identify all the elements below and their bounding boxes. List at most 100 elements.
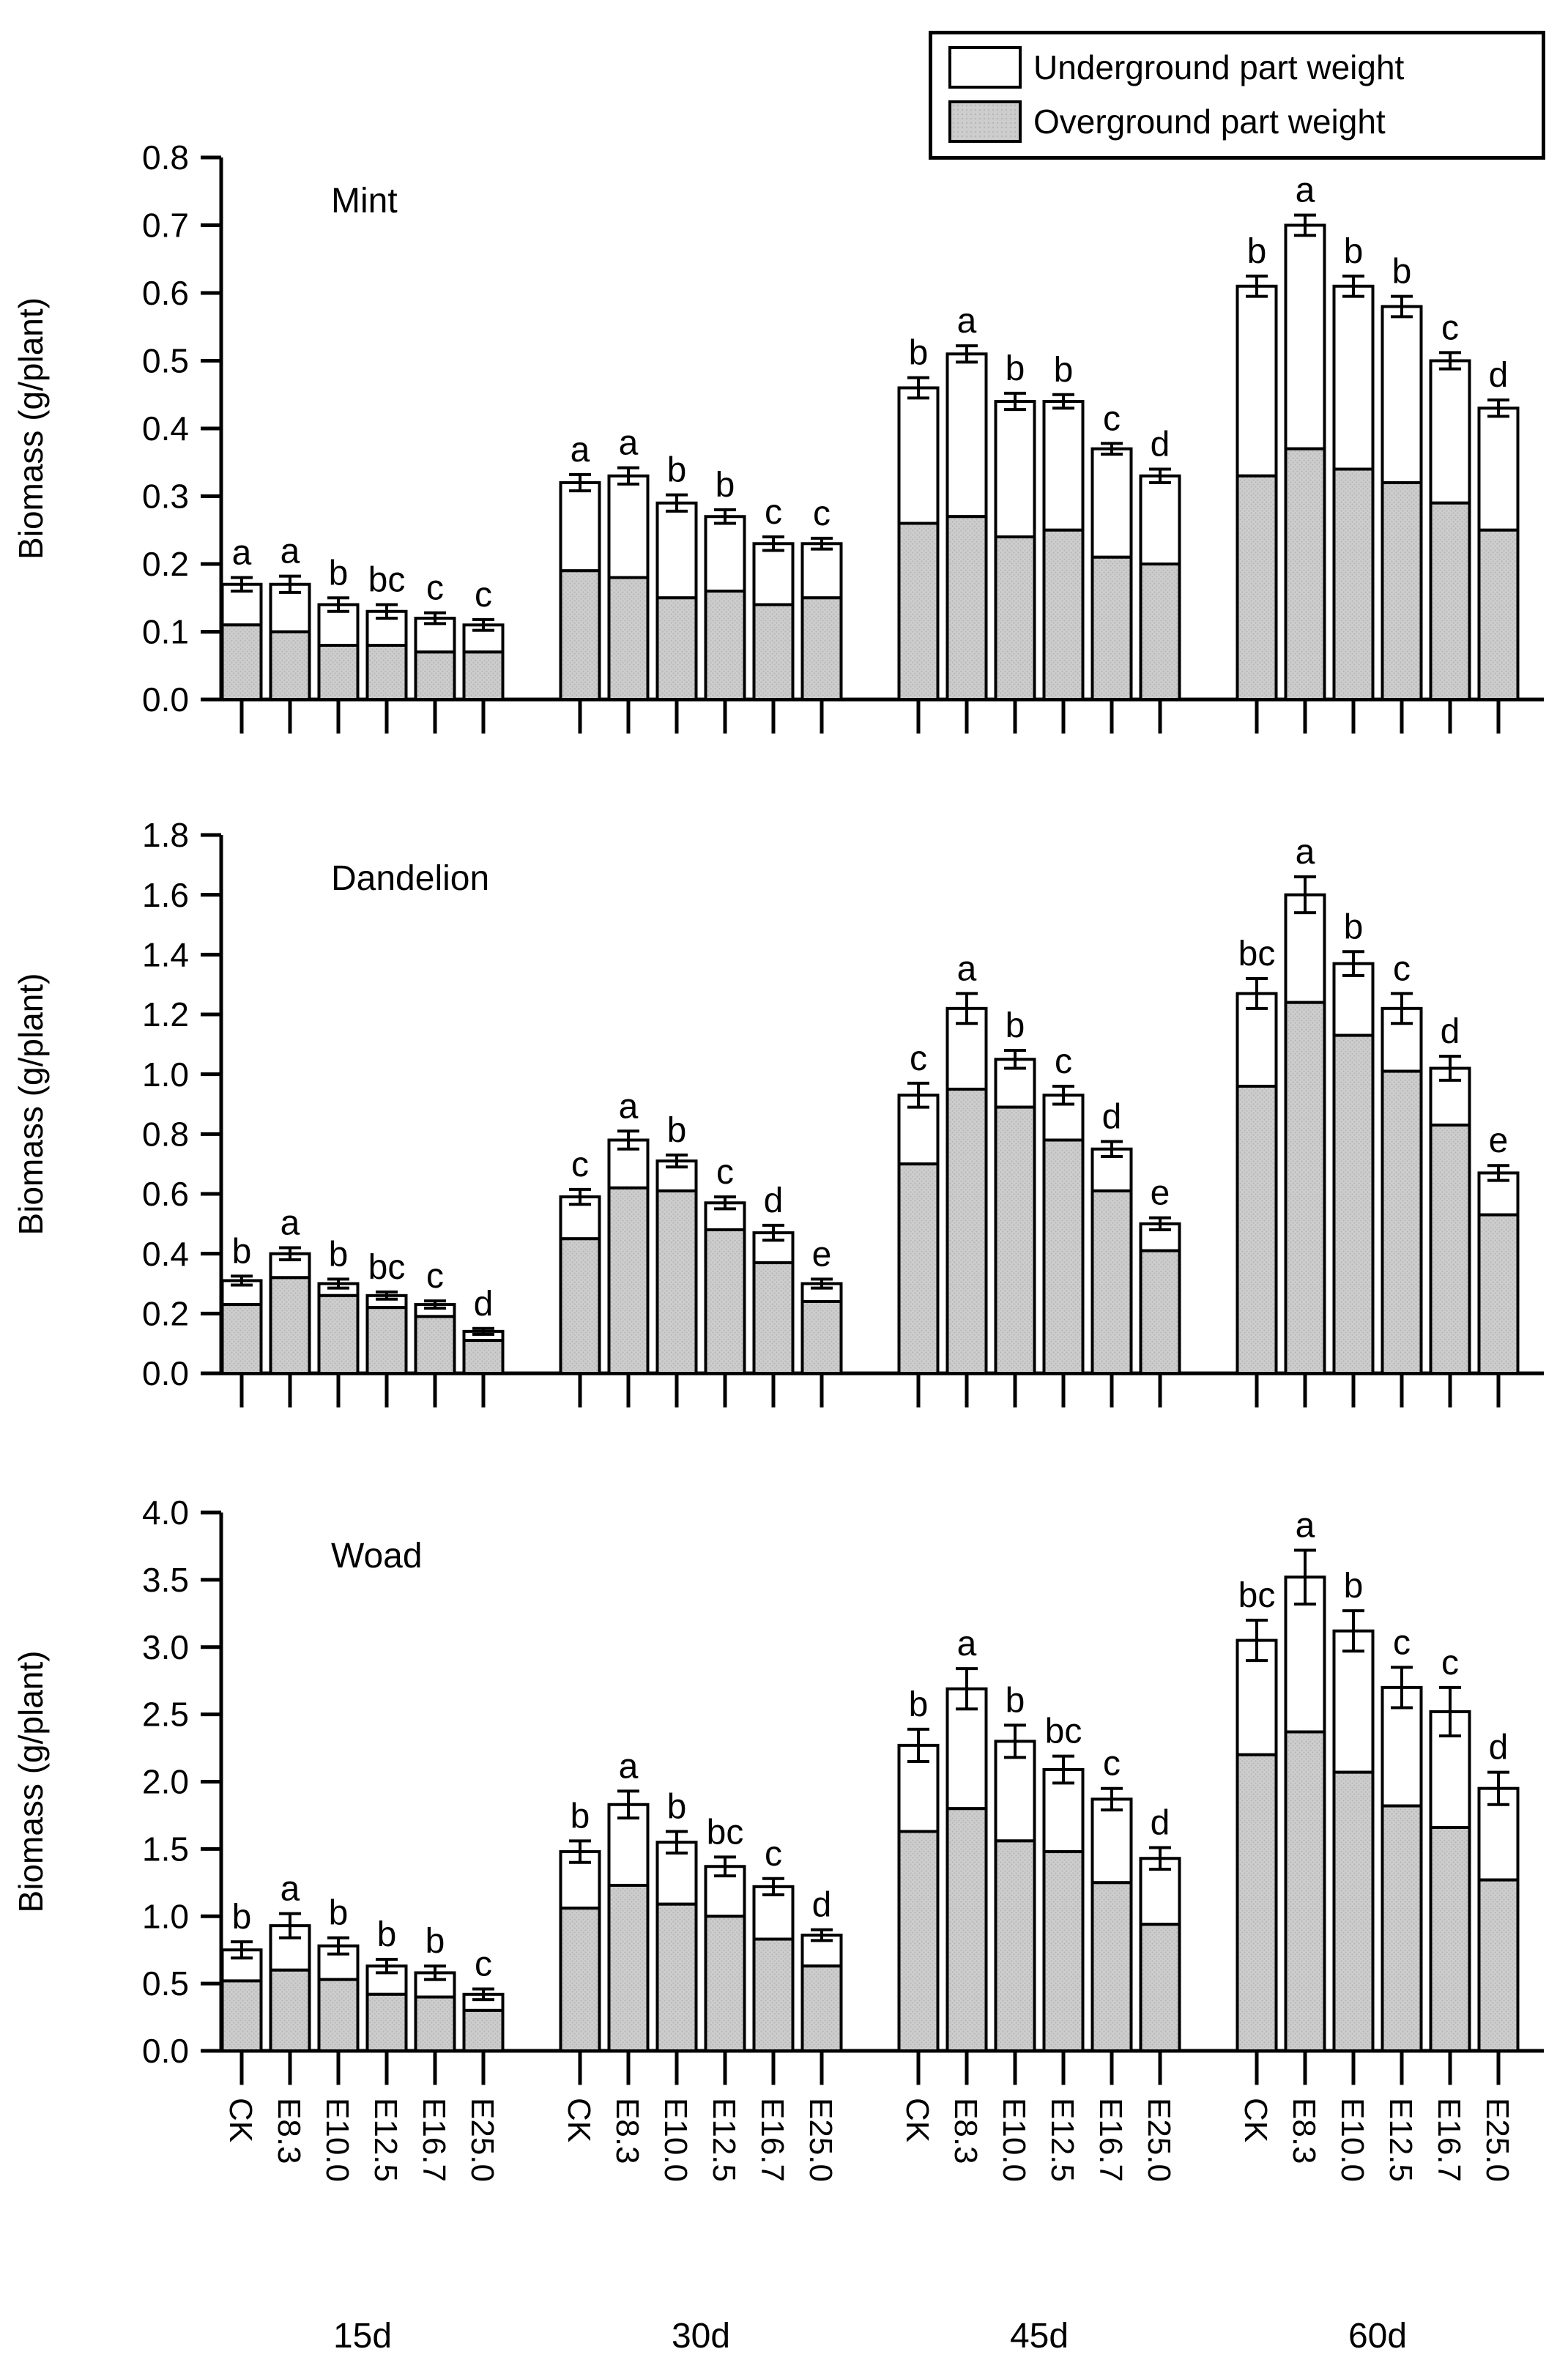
bar-underground-segment — [897, 386, 940, 525]
bar-overground-segment — [559, 1907, 601, 2053]
significance-letter: c — [571, 1146, 589, 1184]
y-tick-label: 3.5 — [142, 1561, 189, 1599]
bar-overground-segment — [655, 1902, 698, 2052]
group-label: 60d — [1348, 2317, 1407, 2356]
bar-overground-segment — [1236, 474, 1278, 701]
y-tick-label: 0.3 — [142, 478, 189, 516]
overground-swatch-icon — [948, 100, 1022, 143]
y-tick-label: 3.0 — [142, 1628, 189, 1666]
bar-overground-segment — [945, 1088, 988, 1376]
treatment-label: E25.0 — [1479, 2098, 1515, 2182]
y-tick-label: 1.8 — [142, 816, 189, 854]
underground-swatch-icon — [948, 46, 1022, 89]
y-tick-label: 0.5 — [142, 342, 189, 380]
significance-letter: b — [1344, 908, 1364, 946]
y-tick-label: 1.0 — [142, 1897, 189, 1935]
bar-overground-segment — [1042, 1138, 1085, 1375]
treatment-label: E8.3 — [271, 2098, 307, 2164]
panel-woad: 0.0 0.5 1.0 1.5 2.0 2.5 3.0 3.5 4.0 Woad Biomass (… — [12, 1493, 1544, 2356]
significance-letter: bc — [1238, 935, 1276, 973]
significance-letter: c — [1055, 1042, 1072, 1081]
significance-letter: d — [1102, 1098, 1122, 1137]
significance-letter: c — [1393, 949, 1411, 988]
bar-underground-segment — [655, 1159, 698, 1192]
significance-letter: e — [1151, 1174, 1170, 1213]
bar-overground-segment — [220, 1303, 263, 1376]
bar-overground-segment — [945, 1807, 988, 2052]
significance-letter: a — [280, 1870, 300, 1909]
significance-letter: bc — [368, 561, 406, 600]
bar-underground-segment — [1477, 407, 1520, 532]
significance-letter: bc — [1238, 1576, 1276, 1615]
significance-letter: a — [280, 532, 300, 571]
bar-underground-segment — [1090, 1797, 1133, 1885]
significance-letter: a — [957, 302, 977, 341]
significance-letter: b — [232, 1232, 252, 1271]
bar-overground-segment — [1477, 1878, 1520, 2052]
y-tick-label: 0.4 — [142, 409, 189, 448]
significance-letter: d — [1151, 426, 1170, 464]
significance-letter: b — [571, 1797, 590, 1836]
bar-overground-segment — [1381, 481, 1423, 701]
y-tick-label: 0.2 — [142, 545, 189, 583]
bar-underground-segment — [1236, 284, 1278, 478]
significance-letter: c — [1103, 1745, 1121, 1784]
significance-letter: bc — [368, 1248, 406, 1287]
bar-overground-segment — [365, 644, 408, 701]
bar-overground-segment — [1042, 1850, 1085, 2053]
significance-letter: d — [474, 1285, 494, 1324]
y-tick-label: 0.4 — [142, 1235, 189, 1273]
treatment-label: E25.0 — [803, 2098, 839, 2182]
significance-letter: d — [1151, 1804, 1170, 1843]
treatment-label: E25.0 — [1141, 2098, 1177, 2182]
y-tick-label: 1.2 — [142, 995, 189, 1033]
bar-overground-segment — [559, 569, 601, 701]
significance-letter: b — [426, 1922, 445, 1961]
bar-underground-segment — [752, 542, 795, 606]
treatment-label: E16.7 — [754, 2098, 790, 2182]
significance-letter: b — [667, 451, 687, 490]
significance-letter: a — [280, 1204, 300, 1243]
bar-overground-segment — [414, 1315, 456, 1375]
significance-letter: a — [619, 424, 639, 463]
significance-letter: e — [812, 1235, 832, 1274]
significance-letter: b — [1392, 253, 1412, 292]
significance-letter: a — [571, 431, 590, 469]
significance-letter: c — [426, 569, 444, 608]
bar-overground-segment — [1332, 467, 1375, 701]
y-tick-label: 0.0 — [142, 2032, 189, 2070]
bar-overground-segment — [1332, 1033, 1375, 1376]
treatment-label: E10.0 — [658, 2098, 694, 2182]
bar-underground-segment — [607, 474, 650, 579]
y-tick-label: 0.0 — [142, 1354, 189, 1392]
significance-letter: b — [232, 1898, 252, 1937]
treatment-label: CK — [561, 2098, 597, 2142]
significance-letter: b — [329, 554, 349, 593]
bar-underground-segment — [1139, 474, 1181, 565]
bar-overground-segment — [994, 1839, 1036, 2053]
bar-overground-segment — [365, 1992, 408, 2052]
significance-letter: c — [716, 1153, 734, 1192]
significance-letter: c — [1441, 1644, 1459, 1682]
legend-item-underground: Underground part weight — [932, 40, 1542, 94]
y-tick-label: 2.5 — [142, 1696, 189, 1734]
bar-underground-segment — [655, 501, 698, 600]
bar-underground-segment — [800, 542, 843, 600]
bar-overground-segment — [655, 1189, 698, 1375]
bar-overground-segment — [607, 1883, 650, 2053]
bar-overground-segment — [1139, 1249, 1181, 1376]
treatment-label: E8.3 — [948, 2098, 984, 2164]
treatment-label: E12.5 — [1383, 2098, 1419, 2182]
bar-overground-segment — [800, 1300, 843, 1375]
bar-overground-segment — [1090, 1189, 1133, 1375]
significance-letter: a — [1296, 833, 1315, 872]
significance-letter: c — [475, 1945, 492, 1983]
bar-overground-segment — [462, 650, 505, 701]
bar-overground-segment — [752, 603, 795, 701]
bar-overground-segment — [462, 1339, 505, 1376]
significance-letter: d — [764, 1181, 784, 1220]
significance-letter: b — [1006, 349, 1025, 388]
significance-letter: d — [812, 1886, 832, 1925]
